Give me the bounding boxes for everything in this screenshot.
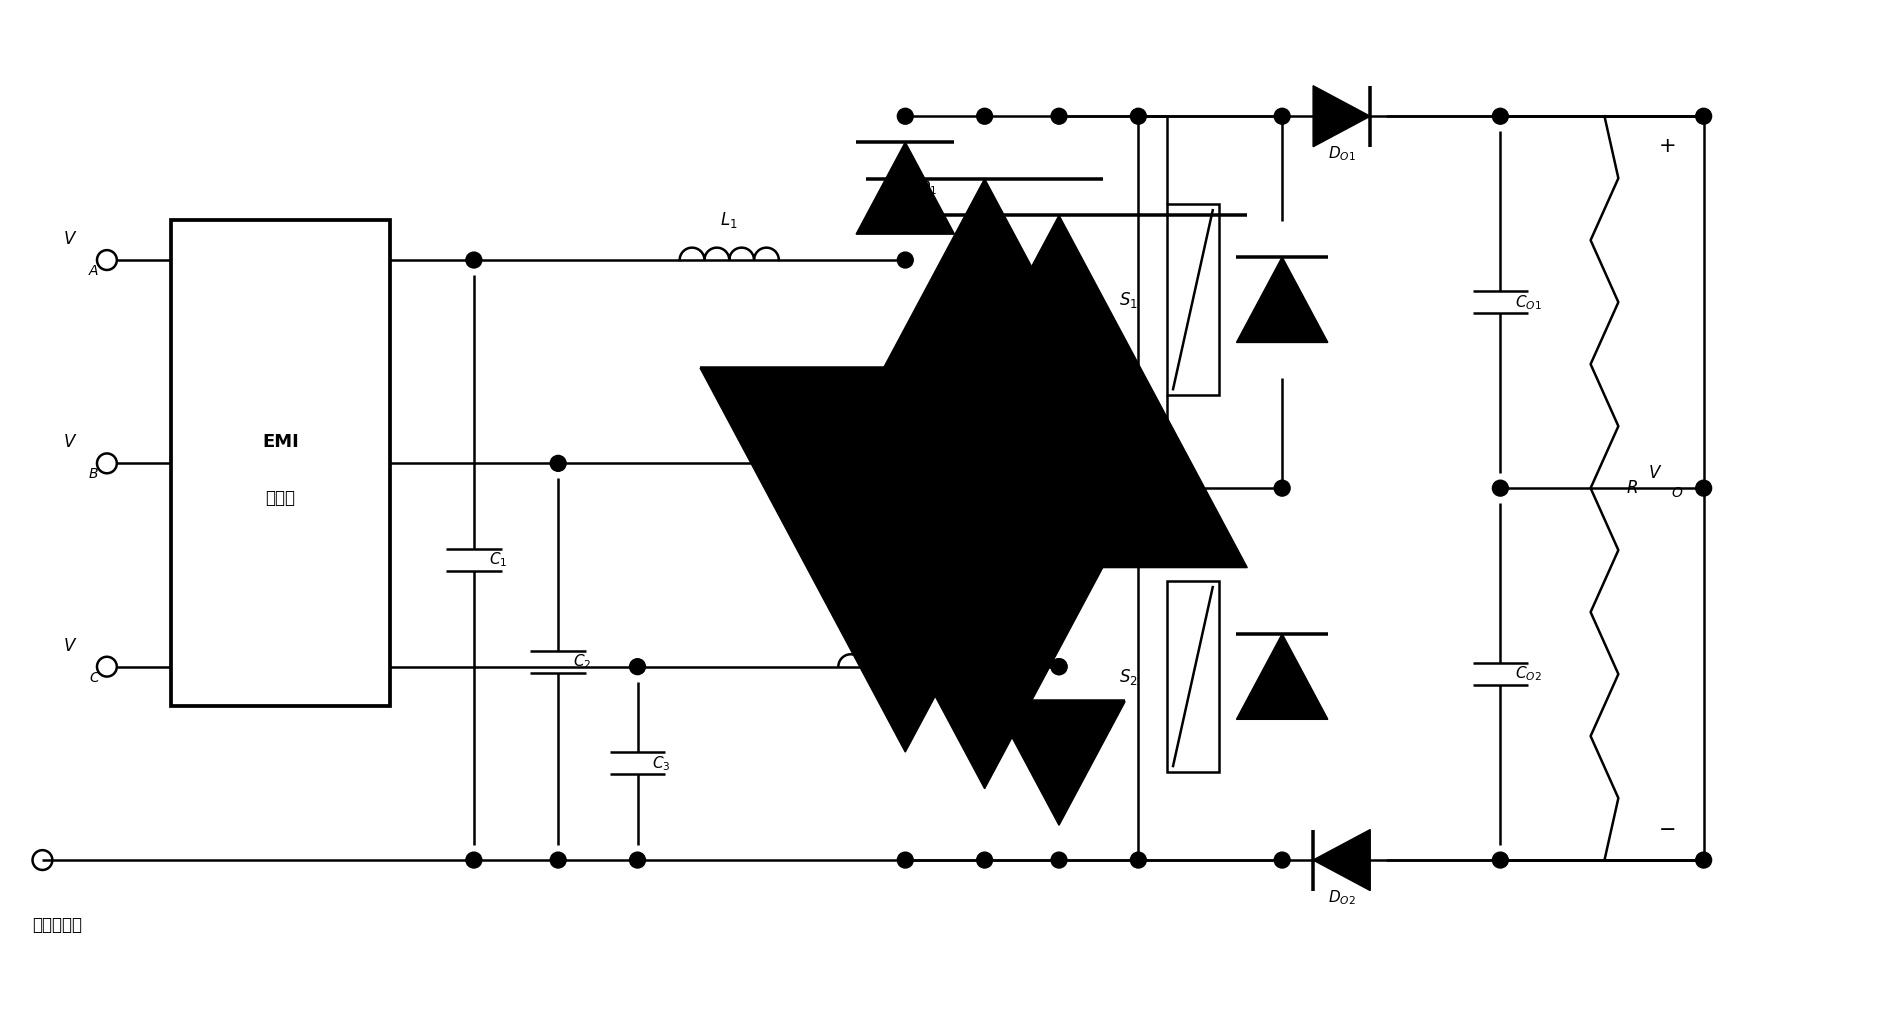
Text: D$_5$: D$_5$ xyxy=(998,652,1017,671)
Circle shape xyxy=(551,456,566,471)
Text: −: − xyxy=(1659,821,1676,840)
Circle shape xyxy=(977,456,992,471)
Text: R: R xyxy=(1627,479,1638,497)
Text: C$_{O1}$: C$_{O1}$ xyxy=(1514,293,1543,312)
Polygon shape xyxy=(1313,86,1370,147)
Text: S$_1$: S$_1$ xyxy=(1120,290,1139,310)
Circle shape xyxy=(977,852,992,868)
Bar xyxy=(1167,205,1219,395)
Circle shape xyxy=(1274,108,1291,125)
Circle shape xyxy=(1131,108,1146,125)
Text: O: O xyxy=(1672,486,1684,500)
Text: S$_2$: S$_2$ xyxy=(1120,667,1139,687)
Circle shape xyxy=(1492,480,1509,496)
Circle shape xyxy=(898,852,913,868)
Circle shape xyxy=(1492,108,1509,125)
Circle shape xyxy=(551,852,566,868)
Circle shape xyxy=(1695,852,1712,868)
Circle shape xyxy=(629,658,646,675)
Circle shape xyxy=(1050,658,1067,675)
Text: C$_{O2}$: C$_{O2}$ xyxy=(1514,665,1543,684)
Text: D$_3$: D$_3$ xyxy=(1071,382,1092,401)
Text: L$_2$: L$_2$ xyxy=(802,413,819,434)
Circle shape xyxy=(466,852,481,868)
Text: V: V xyxy=(64,230,75,248)
Text: L$_1$: L$_1$ xyxy=(720,210,738,230)
Circle shape xyxy=(1131,480,1146,496)
Circle shape xyxy=(1492,852,1509,868)
Polygon shape xyxy=(870,216,1248,567)
Polygon shape xyxy=(1236,257,1328,342)
Text: L$_3$: L$_3$ xyxy=(879,617,896,636)
Text: A: A xyxy=(88,264,98,278)
Text: D$_6$: D$_6$ xyxy=(1071,754,1092,773)
Text: C: C xyxy=(88,671,100,685)
Circle shape xyxy=(466,252,481,268)
Circle shape xyxy=(629,852,646,868)
Polygon shape xyxy=(866,178,1103,401)
Bar xyxy=(171,221,389,706)
Text: 源的中性点: 源的中性点 xyxy=(32,916,83,934)
Circle shape xyxy=(977,108,992,125)
Polygon shape xyxy=(701,368,1110,752)
Polygon shape xyxy=(857,142,955,234)
Text: C$_2$: C$_2$ xyxy=(573,652,592,671)
Text: B: B xyxy=(88,467,98,481)
Text: V: V xyxy=(1650,464,1661,482)
Circle shape xyxy=(1131,852,1146,868)
Circle shape xyxy=(1695,108,1712,125)
Polygon shape xyxy=(849,535,1120,789)
Text: D$_1$: D$_1$ xyxy=(919,178,938,198)
Text: D$_4$: D$_4$ xyxy=(919,551,938,569)
Circle shape xyxy=(1274,480,1291,496)
Text: 滤波器: 滤波器 xyxy=(265,489,295,508)
Circle shape xyxy=(1050,852,1067,868)
Text: D$_{O2}$: D$_{O2}$ xyxy=(1328,887,1355,907)
Polygon shape xyxy=(992,701,1126,826)
Circle shape xyxy=(1050,108,1067,125)
Polygon shape xyxy=(1313,830,1370,890)
Bar xyxy=(1167,581,1219,772)
Text: C$_1$: C$_1$ xyxy=(489,551,507,569)
Text: D$_{O1}$: D$_{O1}$ xyxy=(1328,144,1355,163)
Circle shape xyxy=(898,108,913,125)
Circle shape xyxy=(1695,480,1712,496)
Text: V: V xyxy=(64,434,75,452)
Text: C$_3$: C$_3$ xyxy=(652,754,671,773)
Circle shape xyxy=(898,252,913,268)
Polygon shape xyxy=(1236,634,1328,719)
Circle shape xyxy=(1274,852,1291,868)
Text: V: V xyxy=(64,637,75,654)
Text: +: + xyxy=(1659,136,1676,156)
Circle shape xyxy=(1050,658,1067,675)
Text: EMI: EMI xyxy=(261,433,299,451)
Text: D$_2$: D$_2$ xyxy=(998,281,1017,299)
